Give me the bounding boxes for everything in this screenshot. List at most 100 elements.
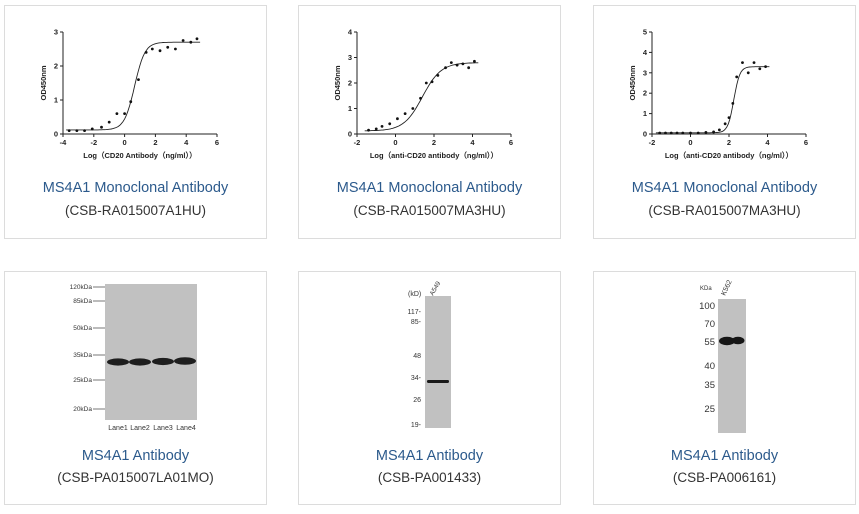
data-point: [90, 127, 94, 131]
blot-band: [427, 380, 449, 383]
data-point: [115, 112, 119, 115]
data-point: [403, 112, 407, 115]
data-point: [137, 78, 140, 81]
product-card-2[interactable]: -2 0 2 4 6 0 1 2 3 4 Log（anti-CD20 antibody（ng/ml）…: [298, 5, 561, 239]
fit-curve: [66, 41, 201, 131]
product-title-link[interactable]: MS4A1 Monoclonal Antibody: [631, 180, 818, 196]
data-point: [144, 51, 148, 54]
y-tick-label: 4: [348, 28, 353, 37]
marker-26: 26: [413, 397, 421, 404]
band-lane1: [107, 358, 129, 366]
x-tick-label: 2: [432, 138, 436, 147]
product-card-3[interactable]: -2 0 2 4 6 0 1 2 3 4 5 Log（anti-CD20 antibody（ng/ml…: [593, 5, 856, 239]
product-card-1[interactable]: -4 -2 0 2 4 6 0 1 2 3 Log（CD20 Antibody（ng/ml）） OD4…: [4, 5, 267, 239]
data-point: [752, 61, 756, 64]
fit-curve: [655, 66, 770, 134]
unit-label: (kD): [408, 291, 421, 298]
product-card-6[interactable]: KDa K562 100 70 55 40 35 25 MS4A1 Antibo…: [593, 271, 856, 505]
product-title-link[interactable]: MS4A1 Antibody: [670, 448, 779, 464]
data-point: [107, 120, 111, 124]
data-point: [746, 71, 750, 75]
data-point: [195, 37, 199, 41]
x-axis-label: Log（anti-CD20 antibody（ng/ml））: [665, 150, 793, 160]
y-tick-label: 1: [643, 109, 647, 118]
data-point: [664, 131, 667, 135]
y-tick-label: 0: [54, 130, 58, 139]
blot-membrane: [718, 299, 746, 433]
x-tick-label: 2: [727, 138, 731, 147]
data-point: [367, 128, 370, 132]
data-point: [727, 116, 731, 120]
x-axis-label: Log（anti-CD20 antibody（ng/ml））: [370, 150, 498, 160]
elisa-chart-1: -4 -2 0 2 4 6 0 1 2 3 Log（CD20 Antibody（ng/ml）） OD4…: [39, 28, 219, 161]
data-point: [419, 96, 422, 100]
x-tick-label: -2: [90, 138, 97, 147]
y-tick-label: 3: [348, 53, 352, 62]
marker-55: 55: [704, 337, 715, 348]
x-tick-label: 2: [153, 138, 157, 147]
data-point: [758, 67, 762, 71]
x-tick-label: 0: [393, 138, 397, 147]
x-axis-label: Log（CD20 Antibody（ng/ml））: [83, 150, 196, 160]
marker-85: 85-: [411, 319, 422, 326]
y-axis-label: OD450nm: [39, 65, 48, 100]
data-point: [411, 107, 415, 110]
y-tick-label: 1: [348, 104, 352, 113]
western-blot-3: KDa K562 100 70 55 40 35 25: [699, 279, 746, 433]
data-point: [396, 117, 399, 121]
blot-bands: [107, 357, 196, 366]
product-title-link[interactable]: MS4A1 Monoclonal Antibody: [336, 180, 523, 196]
data-point: [681, 131, 685, 135]
data-point: [436, 73, 440, 77]
product-code: (CSB-RA015007MA3HU): [353, 203, 506, 218]
product-code: (CSB-PA006161): [672, 470, 777, 485]
data-point: [704, 130, 708, 134]
x-tick-label: 0: [123, 138, 127, 147]
y-tick-label: 0: [348, 130, 352, 139]
data-point: [388, 122, 392, 126]
data-point: [129, 100, 133, 104]
data-point: [181, 39, 185, 42]
x-tick-label: 6: [509, 138, 513, 147]
marker-120: 120kDa: [70, 284, 93, 291]
x-tick-label: -2: [649, 138, 656, 147]
data-point: [189, 40, 193, 44]
data-point: [467, 66, 471, 70]
marker-117: 117-: [408, 309, 422, 316]
fit-curve: [364, 62, 479, 132]
band-lane3: [152, 357, 174, 366]
marker-40: 40: [704, 361, 715, 372]
product-code: (CSB-PA015007LA01MO): [57, 470, 214, 485]
marker-34: 34-: [411, 375, 422, 382]
data-point: [717, 128, 721, 132]
product-card-4[interactable]: 120kDa 85kDa 50kDa 35kDa 25kDa 20kDa Lan…: [4, 271, 267, 505]
data-point: [444, 66, 447, 70]
data-point: [764, 65, 767, 69]
product-title-link[interactable]: MS4A1 Antibody: [81, 448, 190, 464]
data-point: [669, 131, 673, 135]
marker-labels: 120kDa 85kDa 50kDa 35kDa 25kDa 20kDa: [70, 284, 93, 413]
data-point: [696, 131, 700, 135]
blot-band: [719, 336, 745, 346]
blot-membrane: [425, 296, 451, 428]
x-tick-label: 0: [688, 138, 692, 147]
y-tick-label: 2: [643, 89, 647, 98]
x-tick-label: 6: [215, 138, 219, 147]
product-card-5[interactable]: (kD) A549 117- 85- 48 34- 26 19- MS4A1 A…: [298, 271, 561, 505]
product-title-link[interactable]: MS4A1 Antibody: [375, 448, 484, 464]
data-point: [741, 61, 744, 64]
x-tick-label: -4: [60, 138, 67, 147]
marker-labels: 117- 85- 48 34- 26 19-: [408, 309, 422, 429]
unit-label: KDa: [700, 286, 712, 292]
product-title-link[interactable]: MS4A1 Monoclonal Antibody: [42, 180, 229, 196]
x-tick-label: 4: [765, 138, 770, 147]
data-point: [75, 129, 79, 132]
product-code: (CSB-RA015007MA3HU): [648, 203, 801, 218]
x-tick-label: -2: [354, 138, 361, 147]
data-point: [424, 81, 428, 85]
lane-label-2: Lane2: [130, 425, 150, 432]
product-code: (CSB-RA015007A1HU): [64, 203, 207, 218]
marker-labels: 100 70 55 40 35 25: [699, 301, 715, 415]
x-tick-label: 6: [804, 138, 808, 147]
